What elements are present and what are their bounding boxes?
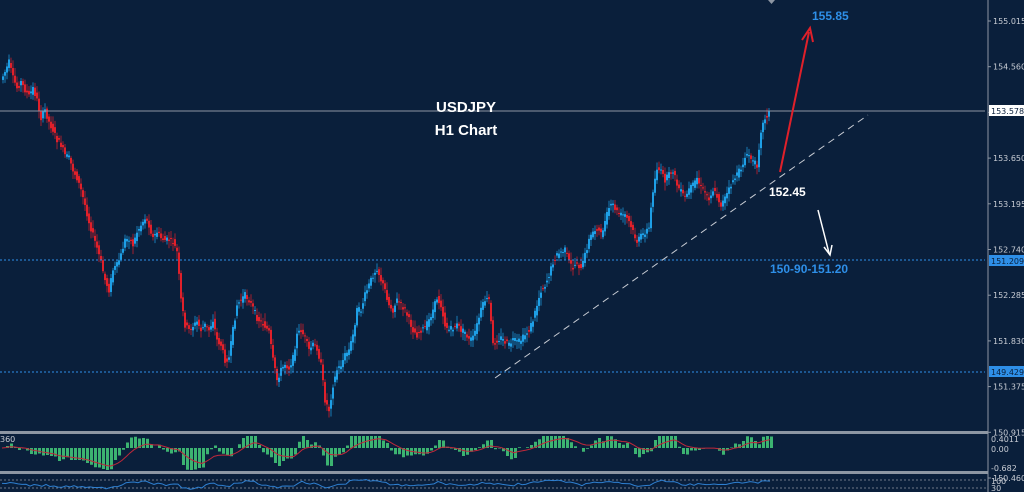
chart-subtitle: H1 Chart [435, 122, 498, 139]
pane-separator[interactable] [0, 431, 988, 434]
pane-separator-2[interactable] [0, 471, 988, 474]
macd-lower-label: -0.682 [991, 464, 1017, 473]
macd-indicator [1, 436, 773, 470]
rsi-upper-label: 100 [991, 477, 1006, 486]
ascending-trendline[interactable] [494, 114, 869, 379]
price-tick-label: 153.195 [993, 200, 1024, 209]
bearish-arrow-icon [817, 209, 833, 257]
candlestick-series [2, 54, 770, 418]
current-price-tag: 153.578 [989, 105, 1024, 116]
target-up-label: 155.85 [812, 9, 849, 23]
price-tick-label: 153.650 [993, 154, 1024, 163]
marker-icon [768, 0, 775, 4]
svg-text:153.578: 153.578 [991, 107, 1024, 116]
macd-zero-label: 0.00 [991, 445, 1009, 454]
bullish-arrow-icon [779, 25, 814, 173]
price-tick-label: 155.015 [993, 17, 1024, 26]
macd-left-label: 360 [0, 435, 15, 444]
chart-title: USDJPY [436, 99, 496, 116]
rsi-lower-label: 30 [991, 484, 1001, 492]
level-tag-149429: 149.429 [989, 366, 1024, 377]
price-tick-label: 151.830 [993, 337, 1024, 346]
price-tick-label: 154.560 [993, 63, 1024, 72]
price-tick-label: 150.915 [993, 428, 1024, 437]
svg-text:149.429: 149.429 [991, 368, 1024, 377]
svg-text:151.209: 151.209 [991, 257, 1024, 266]
rsi-indicator [1, 479, 771, 490]
macd-upper-label: 0.4011 [991, 435, 1019, 444]
target-down-label: 150-90-151.20 [770, 262, 848, 276]
price-tick-label: 152.285 [993, 291, 1024, 300]
price-tick-label: 152.740 [993, 246, 1024, 255]
level-tag-151209: 151.209 [989, 255, 1024, 266]
support-label: 152.45 [769, 185, 806, 199]
price-tick-label: 150.460 [993, 474, 1024, 483]
price-tick-label: 151.375 [993, 383, 1024, 392]
